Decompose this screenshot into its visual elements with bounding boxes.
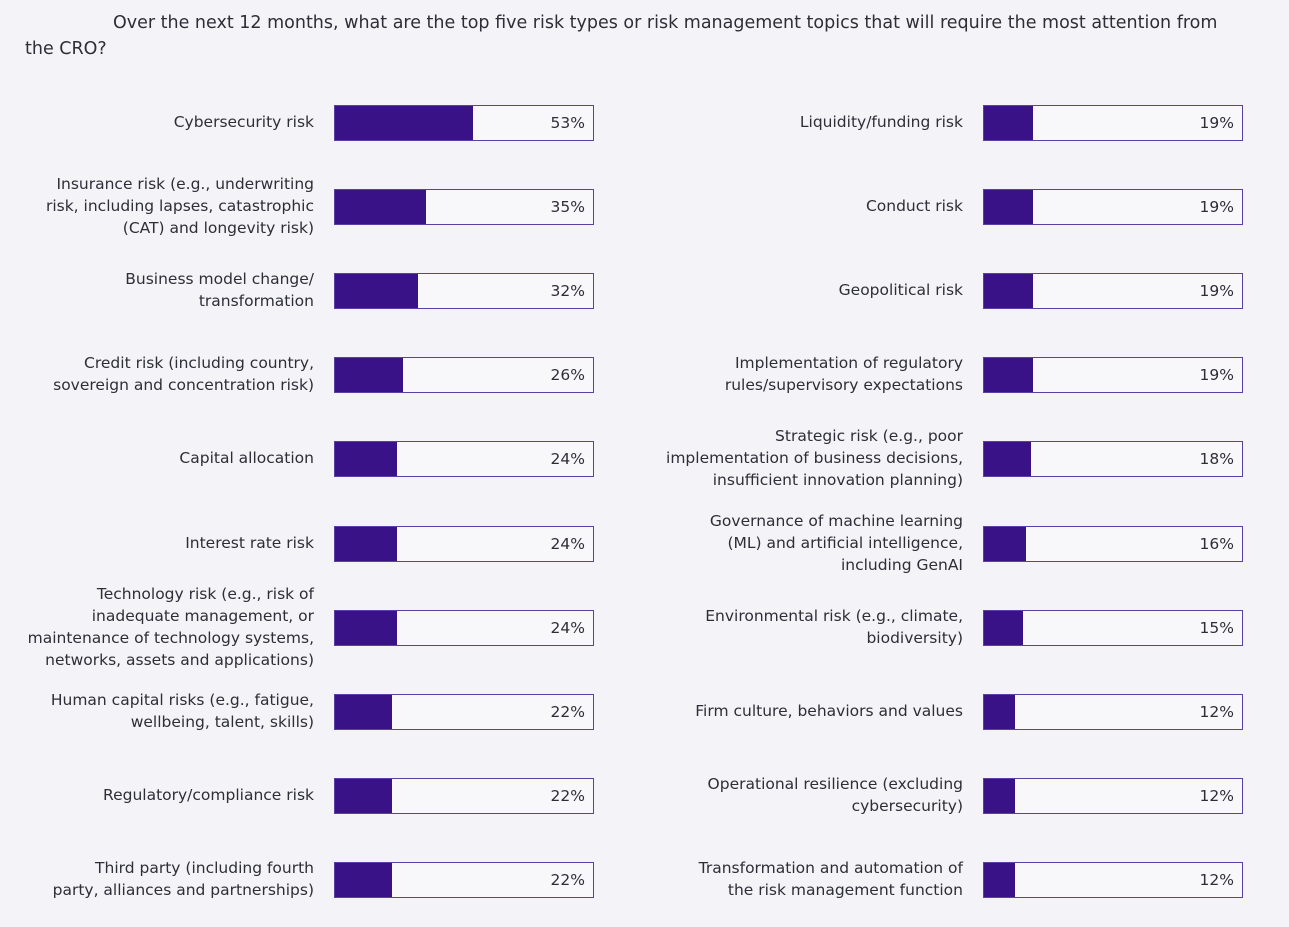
- bar: [335, 862, 393, 897]
- bar-track: 22%: [334, 861, 594, 898]
- category-label: Operational resilience (excluding cybers…: [707, 774, 963, 815]
- bar-track: 19%: [983, 357, 1243, 394]
- bar-track: 19%: [983, 273, 1243, 310]
- bar: [984, 610, 1023, 645]
- bar: [335, 778, 393, 813]
- bar: [335, 526, 398, 561]
- data-label: 16%: [1199, 534, 1234, 553]
- category-label: Transformation and automation of the ris…: [698, 858, 963, 899]
- data-label: 19%: [1199, 198, 1234, 217]
- category-label: Geopolitical risk: [838, 281, 963, 300]
- category-label: Interest rate risk: [185, 533, 314, 552]
- data-label: 19%: [1199, 282, 1234, 301]
- bar-track: 12%: [983, 861, 1243, 898]
- bar-track: 24%: [334, 609, 594, 646]
- bar: [984, 274, 1034, 309]
- category-label: Third party (including fourth party, all…: [52, 858, 314, 899]
- bar: [984, 358, 1034, 393]
- data-label: 24%: [550, 534, 585, 553]
- category-label: Business model change/ transformation: [125, 270, 314, 311]
- bar-track: 24%: [334, 441, 594, 478]
- bar: [335, 190, 426, 225]
- data-label: 19%: [1199, 114, 1234, 132]
- bar-track: 35%: [334, 189, 594, 226]
- category-label: Insurance risk (e.g., underwriting risk,…: [45, 175, 314, 238]
- category-label: Technology risk (e.g., risk of inadequat…: [27, 584, 314, 669]
- category-label: Implementation of regulatory rules/super…: [724, 354, 963, 395]
- data-label: 22%: [550, 702, 585, 721]
- data-label: 18%: [1199, 450, 1234, 469]
- bar: [984, 106, 1034, 140]
- bar: [335, 106, 473, 140]
- category-label: Regulatory/compliance risk: [103, 785, 314, 804]
- bar: [984, 190, 1034, 225]
- data-label: 15%: [1199, 618, 1234, 637]
- bar-track: 19%: [983, 105, 1243, 141]
- category-label: Firm culture, behaviors and values: [695, 701, 963, 720]
- bar-track: 18%: [983, 441, 1243, 478]
- chart-title: Over the next 12 months, what are the to…: [25, 13, 1218, 59]
- bar: [984, 694, 1016, 729]
- bar: [984, 862, 1016, 897]
- bar-track: 15%: [983, 609, 1243, 646]
- bar-track: 22%: [334, 777, 594, 814]
- bar-track: 32%: [334, 273, 594, 310]
- bar: [984, 442, 1031, 477]
- data-label: 22%: [550, 870, 585, 889]
- category-label: Environmental risk (e.g., climate, biodi…: [705, 606, 963, 647]
- bar: [984, 778, 1016, 813]
- bar-track: 22%: [334, 693, 594, 730]
- category-label: Governance of machine learning (ML) and …: [709, 511, 963, 574]
- category-label: Human capital risks (e.g., fatigue, well…: [50, 690, 314, 731]
- category-label: Liquidity/funding risk: [799, 113, 963, 131]
- category-label: Credit risk (including country, sovereig…: [53, 354, 314, 395]
- data-label: 12%: [1199, 870, 1234, 889]
- bar-track: 53%: [334, 105, 594, 141]
- data-label: 53%: [550, 114, 585, 132]
- category-label: Cybersecurity risk: [173, 113, 314, 131]
- data-label: 22%: [550, 786, 585, 805]
- bar: [335, 358, 403, 393]
- data-label: 26%: [550, 366, 585, 385]
- data-label: 12%: [1199, 786, 1234, 805]
- category-label: Capital allocation: [179, 449, 314, 468]
- data-label: 24%: [550, 618, 585, 637]
- data-label: 12%: [1199, 702, 1234, 721]
- category-label: Strategic risk (e.g., poor implementatio…: [666, 427, 963, 490]
- bar: [984, 526, 1026, 561]
- bar: [335, 610, 398, 645]
- data-label: 35%: [550, 198, 585, 217]
- bar: [335, 442, 398, 477]
- bar-track: 26%: [334, 357, 594, 394]
- data-label: 19%: [1199, 366, 1234, 385]
- data-label: 32%: [550, 282, 585, 301]
- bar-track: 19%: [983, 189, 1243, 226]
- bar-track: 12%: [983, 777, 1243, 814]
- bar: [335, 274, 419, 309]
- bar-track: 12%: [983, 693, 1243, 730]
- bar: [335, 694, 393, 729]
- bar-track: 24%: [334, 525, 594, 562]
- category-label: Conduct risk: [865, 197, 963, 216]
- data-label: 24%: [550, 450, 585, 469]
- bar-track: 16%: [983, 525, 1243, 562]
